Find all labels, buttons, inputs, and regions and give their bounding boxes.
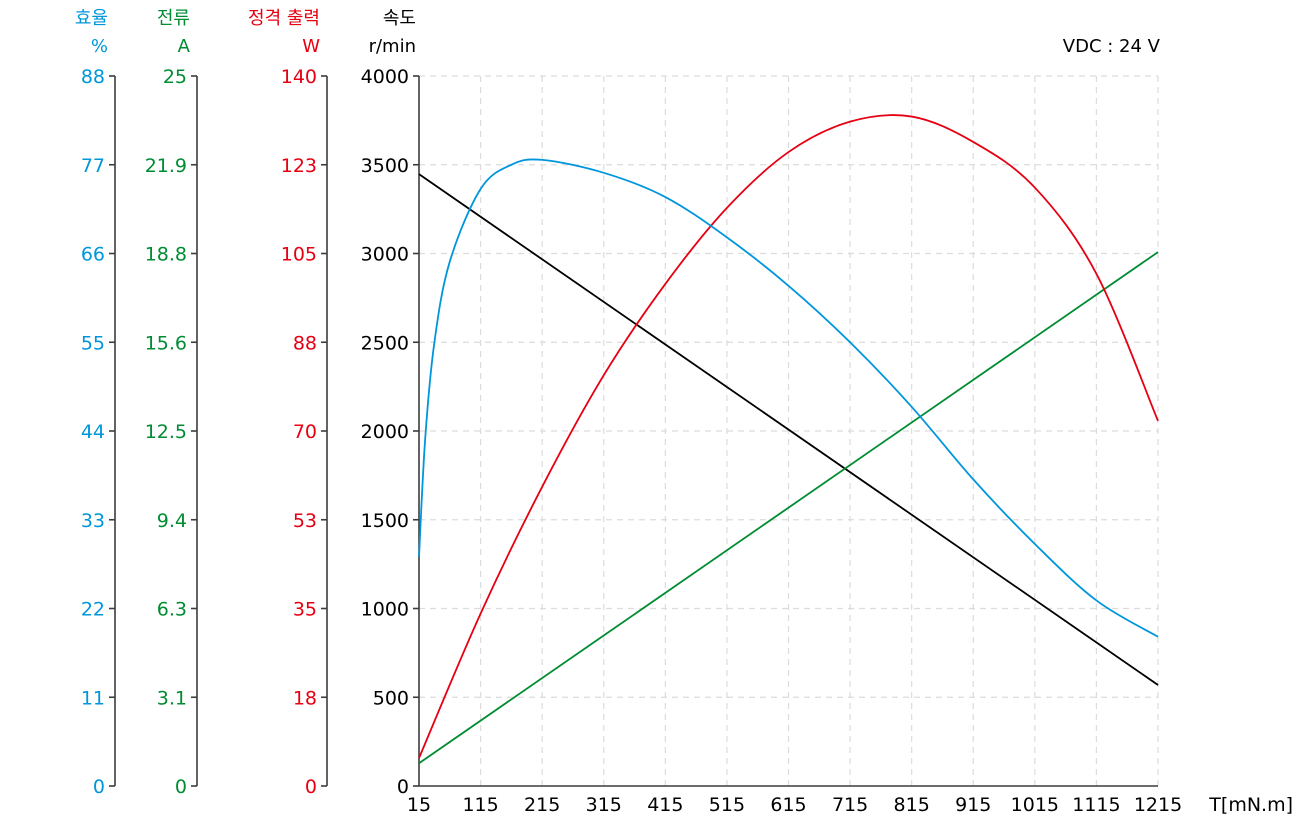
- voltage-annotation: VDC : 24 V: [1063, 36, 1161, 57]
- current-tick-label: 3.1: [157, 687, 187, 709]
- x-tick-label: 15: [407, 794, 431, 816]
- efficiency-tick-label: 22: [81, 599, 105, 621]
- series: [418, 114, 1159, 765]
- x-tick-label: 815: [894, 794, 930, 816]
- output-curve: [418, 114, 1159, 759]
- current-tick-label: 15.6: [145, 332, 187, 354]
- efficiency-tick-label: 66: [81, 244, 105, 266]
- efficiency-tick-label: 55: [81, 332, 105, 354]
- x-tick-label: 1215: [1134, 794, 1182, 816]
- current-tick-label: 18.8: [145, 244, 187, 266]
- output-tick-label: 140: [281, 66, 317, 88]
- current-tick-label: 6.3: [157, 599, 187, 621]
- speed-tick-label: 4000: [361, 66, 409, 88]
- current-axis-title: 전류: [157, 8, 190, 29]
- current-tick-label: 12.5: [145, 421, 187, 443]
- output-tick-label: 0: [305, 776, 317, 798]
- x-tick-label: 615: [770, 794, 806, 816]
- current-tick-label: 21.9: [145, 155, 187, 177]
- current-tick-label: 9.4: [157, 510, 187, 532]
- x-tick-label: 215: [524, 794, 560, 816]
- speed-tick-label: 1500: [361, 510, 409, 532]
- speed-tick-label: 3000: [361, 244, 409, 266]
- output-tick-label: 35: [293, 599, 317, 621]
- current-axis-unit: A: [178, 36, 191, 57]
- output-tick-label: 88: [293, 332, 317, 354]
- x-tick-label: 115: [462, 794, 498, 816]
- speed-tick-label: 500: [373, 687, 409, 709]
- output-tick-label: 123: [281, 155, 317, 177]
- efficiency-tick-label: 11: [81, 687, 105, 709]
- efficiency-tick-label: 33: [81, 510, 105, 532]
- current-tick-label: 0: [175, 776, 187, 798]
- axes: 0 11 22 33 44 55 66 77 88 0 3.1 6.3 9.4 12.5 15.6 18.8 2…: [81, 66, 1182, 816]
- x-axis-label: T[mN.m]: [1208, 794, 1293, 816]
- output-tick-label: 70: [293, 421, 317, 443]
- efficiency-tick-label: 0: [93, 776, 105, 798]
- x-tick-label: 915: [955, 794, 991, 816]
- efficiency-tick-label: 88: [81, 66, 105, 88]
- efficiency-axis-title: 효율: [75, 8, 108, 29]
- x-tick-label: 1115: [1072, 794, 1120, 816]
- speed-axis-unit: r/min: [369, 36, 416, 57]
- x-tick-label: 1015: [1011, 794, 1059, 816]
- grid: [419, 75, 1159, 786]
- x-tick-label: 315: [586, 794, 622, 816]
- speed-tick-label: 0: [397, 776, 409, 798]
- speed-tick-label: 2000: [361, 421, 409, 443]
- x-tick-label: 415: [647, 794, 683, 816]
- x-tick-label: 715: [832, 794, 868, 816]
- current-tick-label: 25: [163, 66, 187, 88]
- axis-headers: 효율 % 전류 A 정격 출력 W 속도 r/min VDC : 24 V T[…: [75, 8, 1293, 816]
- speed-tick-label: 3500: [361, 155, 409, 177]
- x-tick-label: 515: [709, 794, 745, 816]
- speed-axis-title: 속도: [383, 8, 416, 29]
- efficiency-tick-label: 44: [81, 421, 105, 443]
- output-tick-label: 18: [293, 687, 317, 709]
- efficiency-axis-unit: %: [91, 36, 108, 57]
- speed-tick-label: 2500: [361, 332, 409, 354]
- current-curve: [418, 251, 1159, 765]
- efficiency-tick-label: 77: [81, 155, 105, 177]
- output-tick-label: 105: [281, 244, 317, 266]
- speed-curve: [418, 173, 1159, 686]
- speed-tick-label: 1000: [361, 599, 409, 621]
- output-axis-unit: W: [302, 36, 320, 57]
- output-tick-label: 53: [293, 510, 317, 532]
- efficiency-curve: [418, 158, 1159, 638]
- output-axis-title: 정격 출력: [248, 8, 320, 29]
